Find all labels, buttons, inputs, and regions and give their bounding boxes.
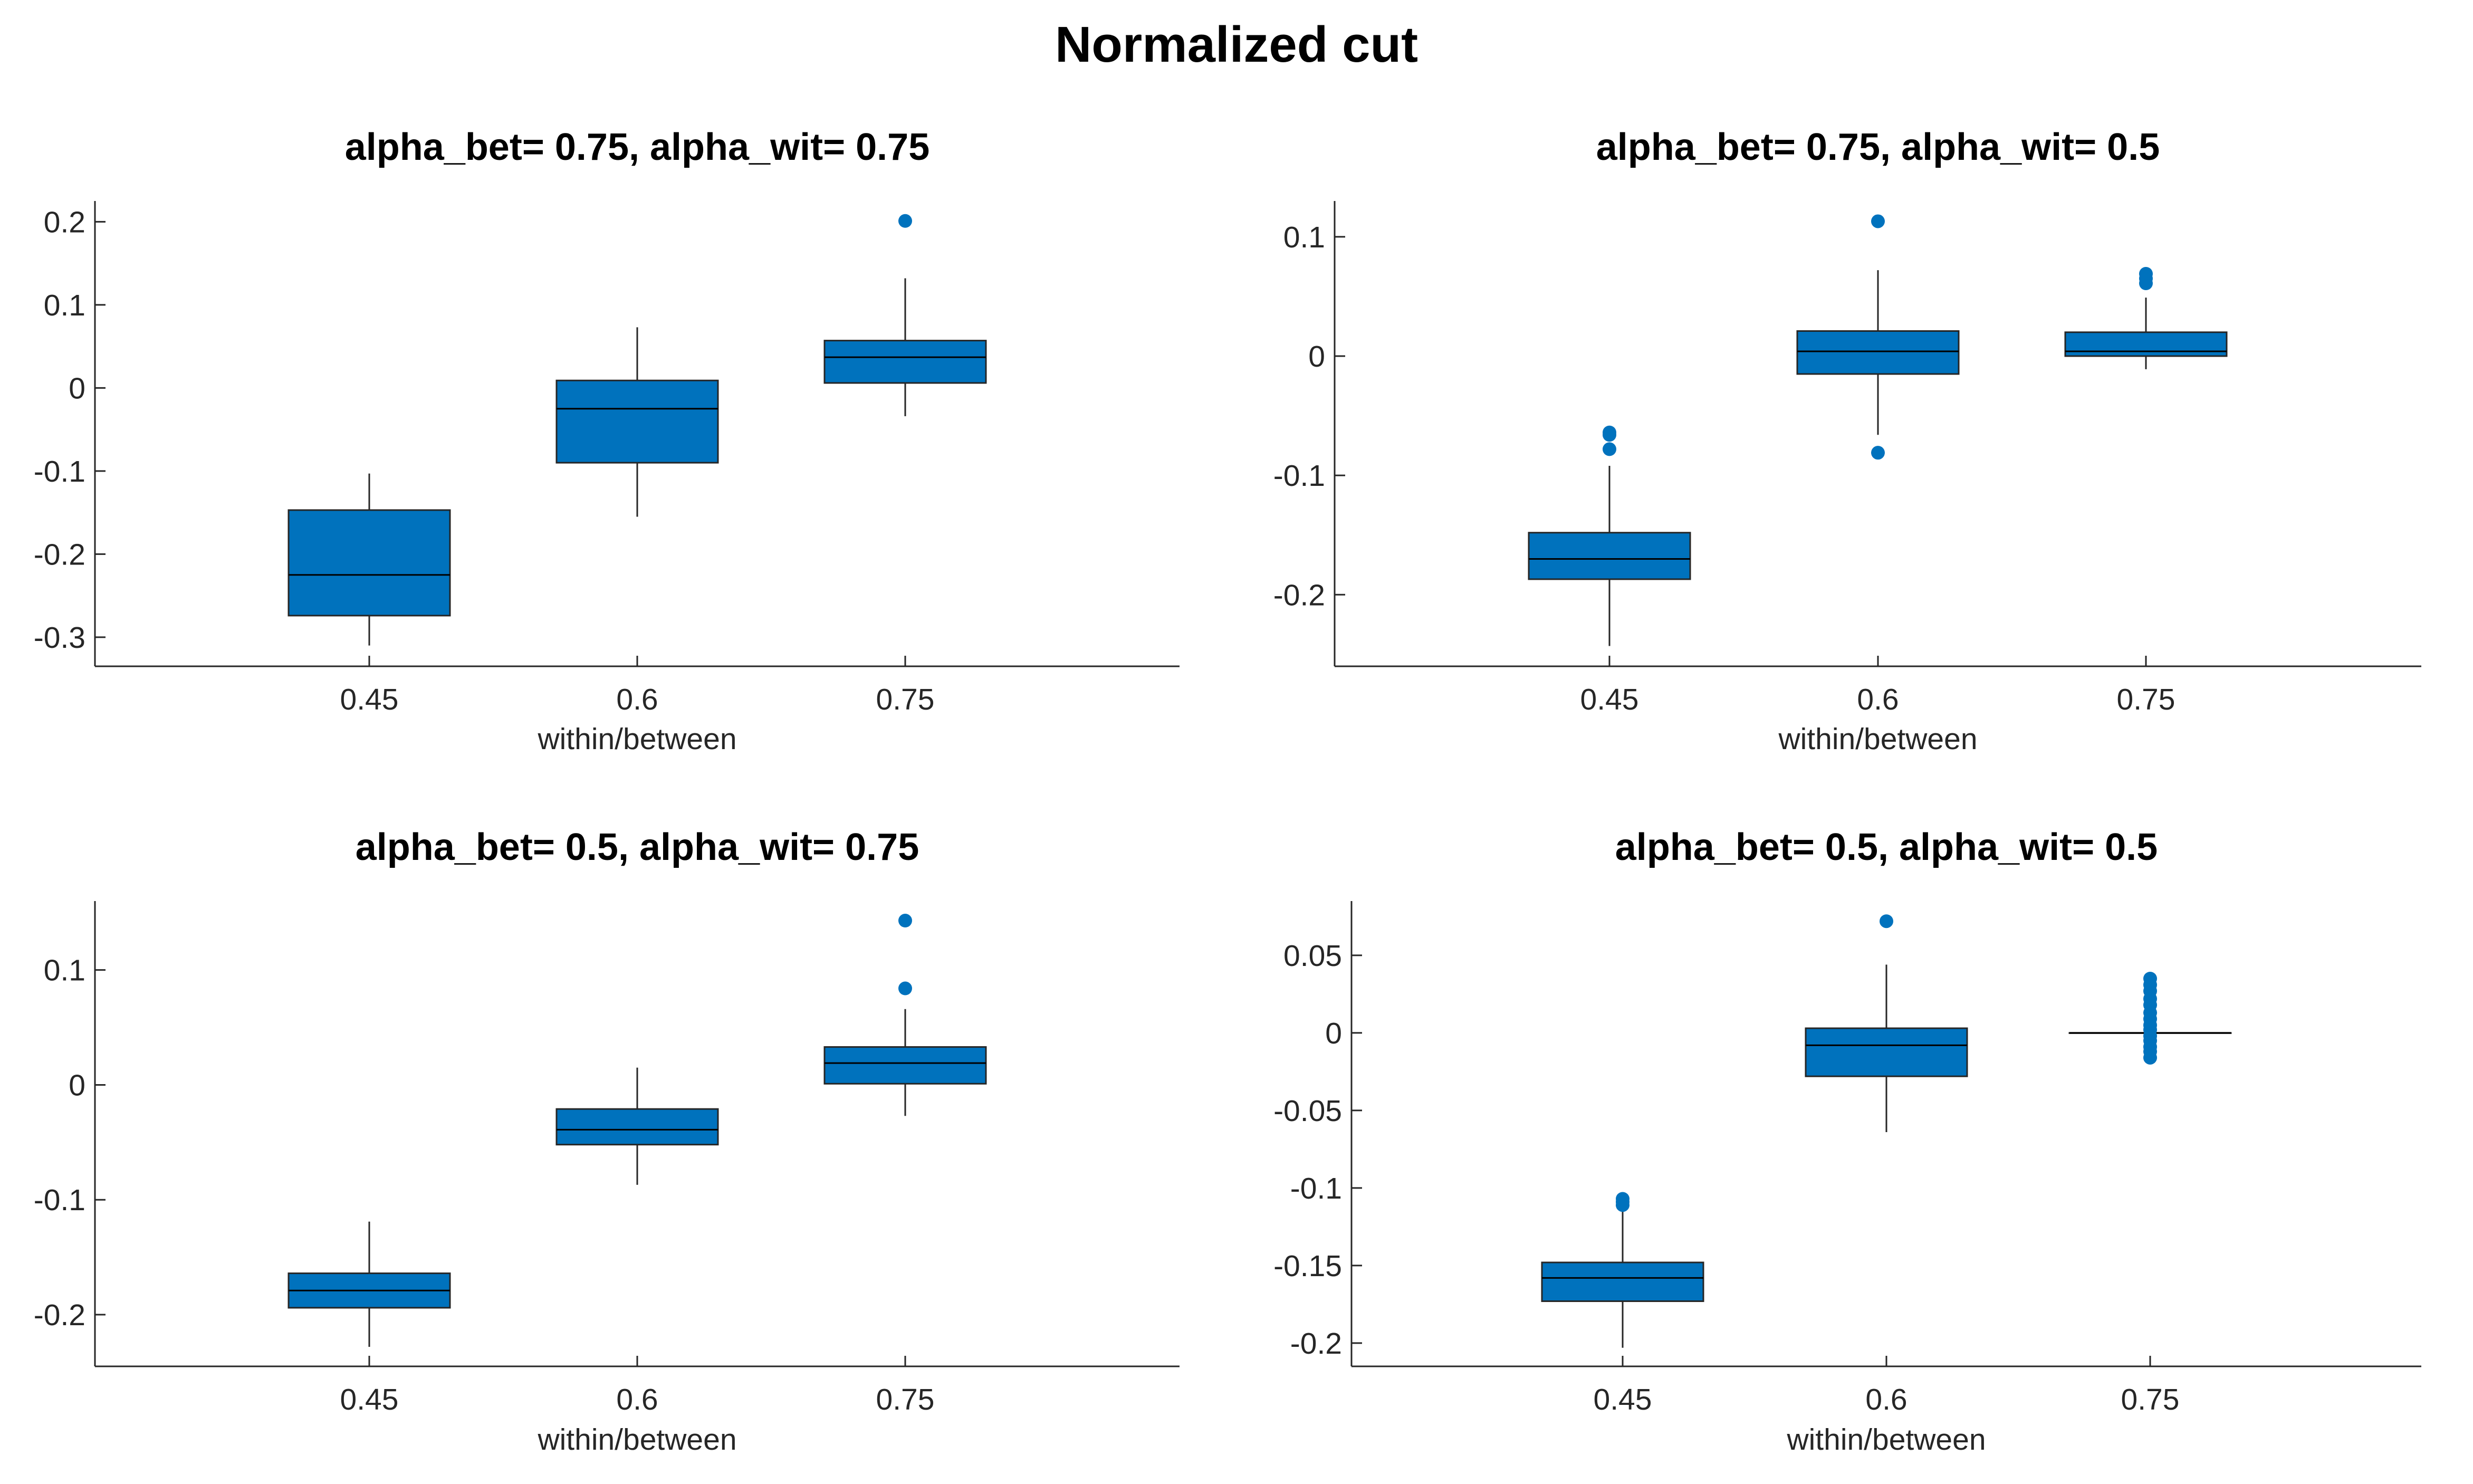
outlier-point — [1880, 914, 1893, 928]
figure-title: Normalized cut — [1055, 16, 1418, 73]
outlier-point — [898, 981, 912, 995]
outlier-point — [898, 214, 912, 228]
outlier-point — [1603, 442, 1616, 456]
x-tick-label: 0.45 — [1594, 1383, 1652, 1416]
panel-title-3: alpha_bet= 0.5, alpha_wit= 0.75 — [356, 826, 919, 868]
y-tick-label: 0.1 — [1283, 221, 1325, 254]
y-tick-label: 0 — [1308, 340, 1325, 374]
panel-title-2: alpha_bet= 0.75, alpha_wit= 0.5 — [1596, 126, 2160, 168]
box-iqr — [287, 509, 451, 617]
y-tick-label: -0.1 — [1273, 459, 1325, 493]
outlier-point — [2143, 1050, 2157, 1065]
y-tick-label: 0.05 — [1283, 939, 1342, 973]
x-tick-label: 0.75 — [2117, 683, 2175, 716]
panel-title-1: alpha_bet= 0.75, alpha_wit= 0.75 — [345, 126, 930, 168]
x-tick-label: 0.45 — [340, 683, 399, 716]
y-tick-label: 0 — [69, 1068, 85, 1102]
y-tick-label: 0.1 — [44, 954, 85, 988]
y-tick-label: 0.1 — [44, 289, 85, 322]
x-tick-label: 0.75 — [2121, 1383, 2180, 1416]
box-iqr — [1796, 330, 1960, 375]
box-iqr — [1528, 532, 1691, 580]
outlier-point — [898, 914, 912, 928]
y-tick-label: -0.1 — [34, 455, 85, 489]
outlier-point — [1871, 446, 1885, 460]
box-iqr — [1805, 1027, 1968, 1077]
y-tick-label: -0.2 — [34, 1298, 85, 1332]
outlier-point — [1603, 428, 1616, 442]
x-tick-label: 0.75 — [876, 1383, 935, 1416]
x-tick-label: 0.45 — [1580, 683, 1639, 716]
box-iqr — [555, 1108, 719, 1146]
y-tick-label: -0.1 — [34, 1183, 85, 1217]
y-tick-label: 0.2 — [44, 205, 85, 239]
x-tick-label: 0.6 — [616, 1383, 658, 1416]
x-tick-label: 0.75 — [876, 683, 935, 716]
y-tick-label: -0.05 — [1273, 1094, 1342, 1128]
x-tick-label: 0.45 — [340, 1383, 399, 1416]
box-iqr — [555, 379, 719, 464]
x-axis-label: within/between — [537, 1423, 736, 1457]
y-tick-label: -0.3 — [34, 621, 85, 655]
y-tick-label: 0 — [1325, 1017, 1342, 1050]
outlier-point — [1616, 1198, 1630, 1212]
y-tick-label: -0.2 — [34, 538, 85, 571]
x-tick-label: 0.6 — [1865, 1383, 1907, 1416]
x-tick-label: 0.6 — [616, 683, 658, 716]
y-tick-label: -0.15 — [1273, 1249, 1342, 1283]
x-axis-label: within/between — [1778, 722, 1977, 756]
y-tick-label: -0.2 — [1273, 578, 1325, 612]
x-axis-label: within/between — [537, 722, 736, 756]
y-tick-label: 0 — [69, 371, 85, 405]
box-iqr — [823, 340, 987, 384]
y-tick-label: -0.2 — [1290, 1327, 1342, 1361]
outlier-point — [2139, 266, 2153, 281]
panel-title-4: alpha_bet= 0.5, alpha_wit= 0.5 — [1615, 826, 2158, 868]
x-axis-label: within/between — [1786, 1423, 1986, 1457]
y-tick-label: -0.1 — [1290, 1172, 1342, 1205]
box-iqr — [823, 1046, 987, 1085]
x-tick-label: 0.6 — [1857, 683, 1899, 716]
outlier-point — [1871, 214, 1885, 228]
box-iqr — [2064, 331, 2228, 357]
box-iqr — [1541, 1261, 1704, 1303]
